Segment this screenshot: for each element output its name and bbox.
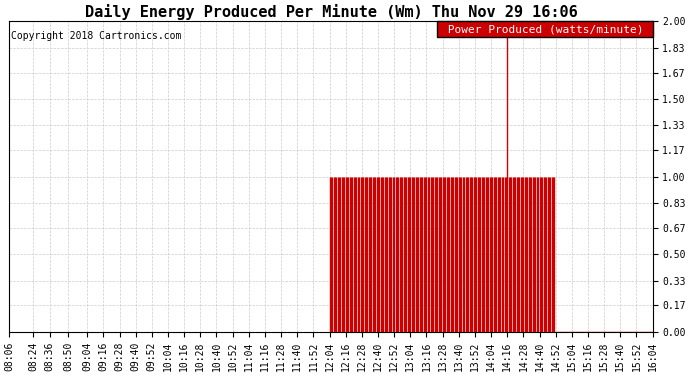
- Title: Daily Energy Produced Per Minute (Wm) Thu Nov 29 16:06: Daily Energy Produced Per Minute (Wm) Th…: [84, 4, 578, 20]
- Text: Power Produced (watts/minute): Power Produced (watts/minute): [441, 24, 650, 34]
- Text: Copyright 2018 Cartronics.com: Copyright 2018 Cartronics.com: [10, 31, 181, 40]
